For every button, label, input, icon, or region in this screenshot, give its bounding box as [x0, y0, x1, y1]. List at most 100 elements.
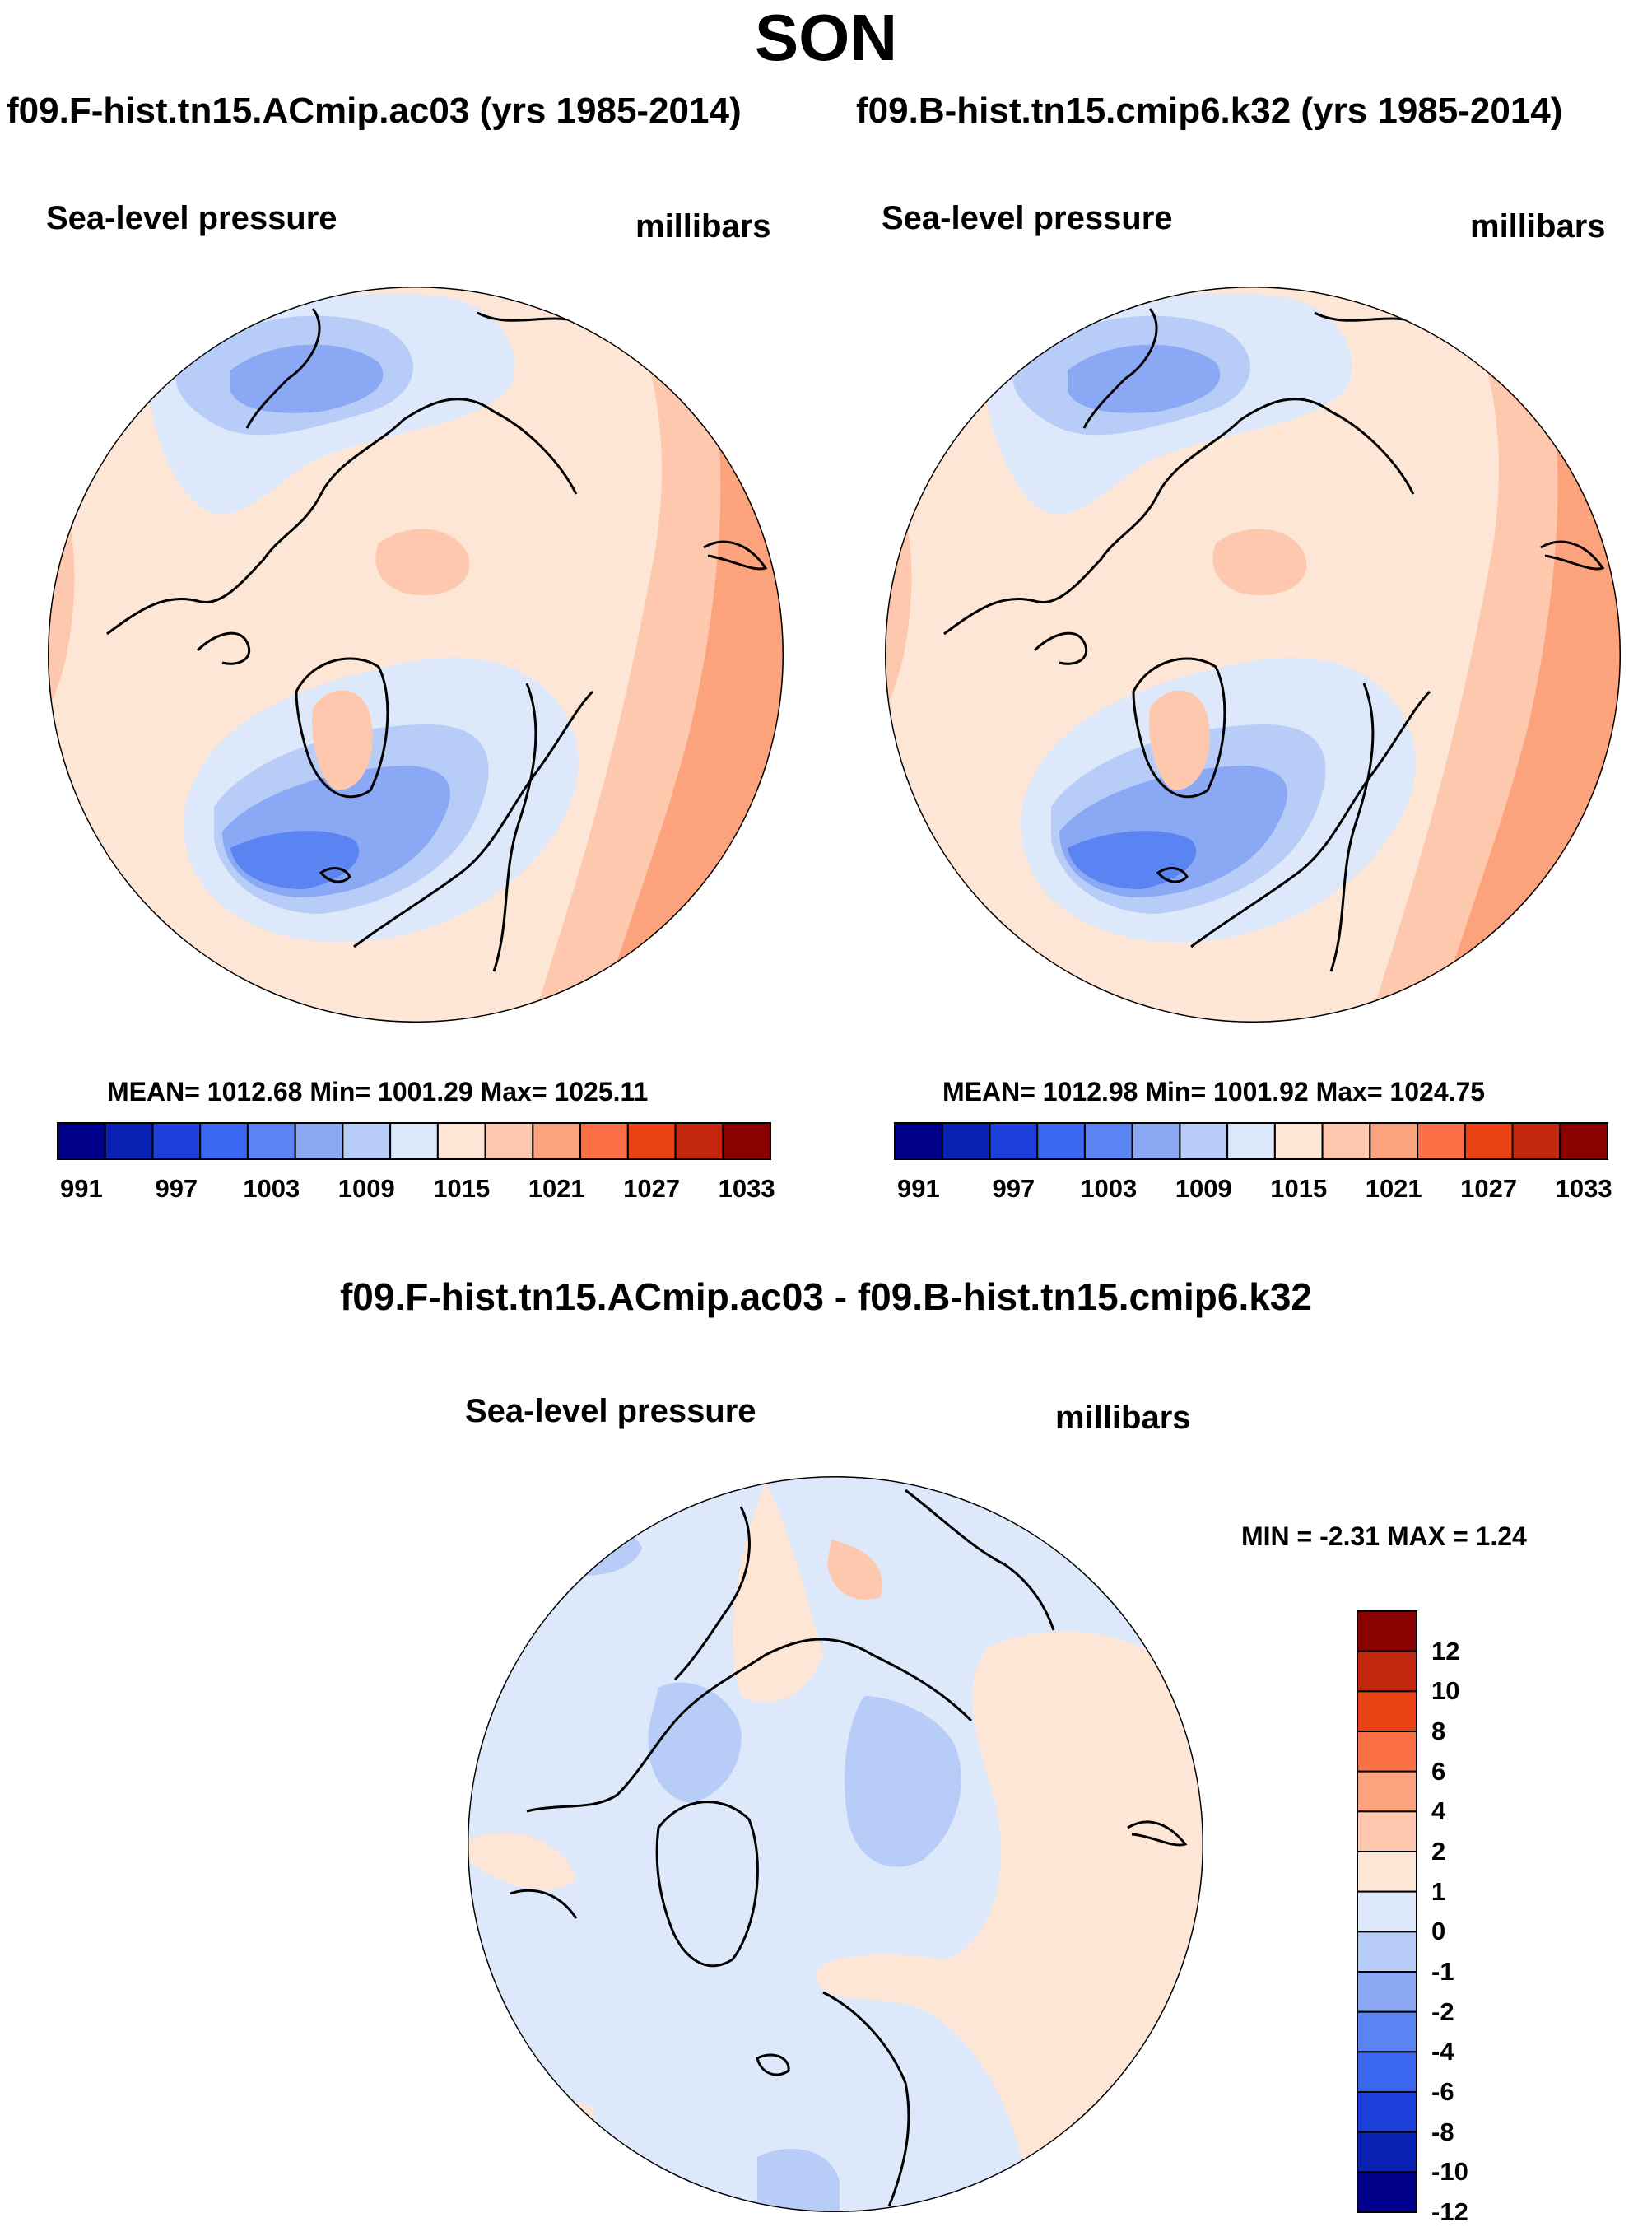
- colorbar-swatch: [57, 1122, 106, 1160]
- colorbar-swatch: [1357, 2091, 1417, 2133]
- colorbar-tick-label: 1015: [1270, 1174, 1328, 1203]
- colorbar-tick-label: 1003: [1080, 1174, 1138, 1203]
- slp-contour: [312, 690, 373, 790]
- colorbar-swatch: [1357, 2010, 1417, 2053]
- colorbar-tick-label: 991: [896, 1174, 940, 1203]
- colorbar-tick-label: 1009: [337, 1174, 395, 1203]
- colorbar-tick-label: 1009: [1175, 1174, 1232, 1203]
- colorbar-tick-label: 1027: [623, 1174, 681, 1203]
- slp-contour: [375, 529, 470, 596]
- colorbar-tick-label: -10: [1431, 2157, 1468, 2187]
- panel-3-colorbar: [1357, 1610, 1417, 2213]
- colorbar-swatch: [1357, 1851, 1417, 1893]
- panel-3-minmax: MIN = -2.31 MAX = 1.24: [1241, 1521, 1527, 1551]
- colorbar-tick-label: 1033: [718, 1174, 775, 1203]
- colorbar-swatch: [1357, 2171, 1417, 2213]
- colorbar-swatch: [246, 1122, 296, 1160]
- colorbar-tick-label: 12: [1431, 1636, 1460, 1666]
- colorbar-swatch: [1357, 1731, 1417, 1773]
- slp-diff-contour: [468, 1833, 576, 1889]
- colorbar-swatch: [941, 1122, 991, 1160]
- colorbar-swatch: [294, 1122, 344, 1160]
- colorbar-tick-label: -6: [1431, 2077, 1454, 2106]
- colorbar-swatch: [1357, 1971, 1417, 2013]
- panel-3-variable-label: Sea-level pressure: [465, 1393, 756, 1429]
- colorbar-swatch: [674, 1122, 724, 1160]
- slp-diff-contour: [815, 1631, 1203, 2206]
- colorbar-swatch: [436, 1122, 486, 1160]
- colorbar-tick-label: -4: [1431, 2037, 1454, 2066]
- difference-title: f09.F-hist.tn15.ACmip.ac03 - f09.B-hist.…: [339, 1275, 1313, 1318]
- panel-1-variable-label: Sea-level pressure: [46, 200, 337, 236]
- colorbar-swatch: [1357, 1610, 1417, 1652]
- colorbar-swatch: [989, 1122, 1039, 1160]
- colorbar-swatch: [1083, 1122, 1133, 1160]
- coastlines: [106, 308, 768, 972]
- slp-contour: [1149, 690, 1210, 790]
- colorbar-tick-label: 997: [992, 1174, 1035, 1203]
- colorbar-swatch: [1357, 1770, 1417, 1813]
- colorbar-tick-label: 1027: [1460, 1174, 1518, 1203]
- colorbar-tick-label: 2: [1431, 1837, 1446, 1866]
- colorbar-swatch: [1036, 1122, 1086, 1160]
- panel-3-units-label: millibars: [1055, 1400, 1191, 1436]
- colorbar-tick-label: 8: [1431, 1717, 1446, 1745]
- colorbar-swatch: [1559, 1122, 1609, 1160]
- colorbar-swatch: [199, 1122, 249, 1160]
- colorbar-swatch: [1179, 1122, 1229, 1160]
- slp-diff-contour: [757, 2149, 840, 2212]
- panel-2-run-title: f09.B-hist.tn15.cmip6.k32 (yrs 1985-2014…: [856, 91, 1563, 131]
- coastlines: [510, 1489, 1188, 2207]
- panel-1-units-label: millibars: [635, 208, 771, 245]
- slp-diff-contour: [845, 1696, 961, 1867]
- panel-1-map: [48, 287, 784, 1023]
- colorbar-tick-label: 0: [1431, 1917, 1446, 1946]
- colorbar-swatch: [1369, 1122, 1419, 1160]
- colorbar-swatch: [151, 1122, 202, 1160]
- figure-title: SON: [754, 1, 898, 74]
- colorbar-swatch: [484, 1122, 534, 1160]
- panel-1-stats: MEAN= 1012.68 Min= 1001.29 Max= 1025.11: [107, 1077, 649, 1107]
- slp-diff-contour: [733, 1482, 823, 1703]
- colorbar-tick-label: 991: [59, 1174, 103, 1203]
- panel-2-colorbar: [894, 1122, 1609, 1160]
- colorbar-swatch: [1131, 1122, 1181, 1160]
- colorbar-swatch: [1321, 1122, 1371, 1160]
- colorbar-swatch: [1357, 1931, 1417, 1973]
- colorbar-tick-label: 6: [1431, 1756, 1446, 1786]
- colorbar-tick-label: 1021: [528, 1174, 585, 1203]
- colorbar-tick-label: 1021: [1365, 1174, 1422, 1203]
- colorbar-swatch: [626, 1122, 677, 1160]
- colorbar-tick-label: 997: [155, 1174, 198, 1203]
- colorbar-swatch: [1357, 1810, 1417, 1852]
- colorbar-tick-label: -2: [1431, 1996, 1454, 2026]
- slp-diff-contour: [494, 2101, 609, 2212]
- colorbar-swatch: [1357, 1890, 1417, 1933]
- slp-contour: [230, 344, 384, 413]
- panel-2-map: [885, 287, 1621, 1023]
- slp-contour: [1212, 529, 1307, 596]
- slp-contour: [1068, 344, 1221, 413]
- panel-1-run-title: f09.F-hist.tn15.ACmip.ac03 (yrs 1985-201…: [7, 91, 742, 131]
- slp-contour: [230, 831, 360, 889]
- colorbar-swatch: [1357, 1650, 1417, 1693]
- colorbar-swatch: [104, 1122, 154, 1160]
- slp-diff-contour: [648, 1682, 742, 1803]
- colorbar-swatch: [532, 1122, 582, 1160]
- colorbar-swatch: [1226, 1122, 1276, 1160]
- colorbar-tick-label: 1: [1431, 1876, 1446, 1906]
- panel-2-variable-label: Sea-level pressure: [882, 200, 1173, 236]
- colorbar-swatch: [579, 1122, 629, 1160]
- colorbar-swatch: [1357, 2051, 1417, 2093]
- colorbar-tick-label: 1003: [243, 1174, 300, 1203]
- colorbar-swatch: [1273, 1122, 1324, 1160]
- colorbar-swatch: [722, 1122, 771, 1160]
- colorbar-tick-label: 4: [1431, 1796, 1446, 1826]
- colorbar-swatch: [894, 1122, 943, 1160]
- colorbar-swatch: [1511, 1122, 1561, 1160]
- colorbar-swatch: [1357, 1690, 1417, 1732]
- colorbar-tick-label: -12: [1431, 2197, 1468, 2226]
- colorbar-swatch: [342, 1122, 392, 1160]
- panel-2-stats: MEAN= 1012.98 Min= 1001.92 Max= 1024.75: [942, 1077, 1486, 1107]
